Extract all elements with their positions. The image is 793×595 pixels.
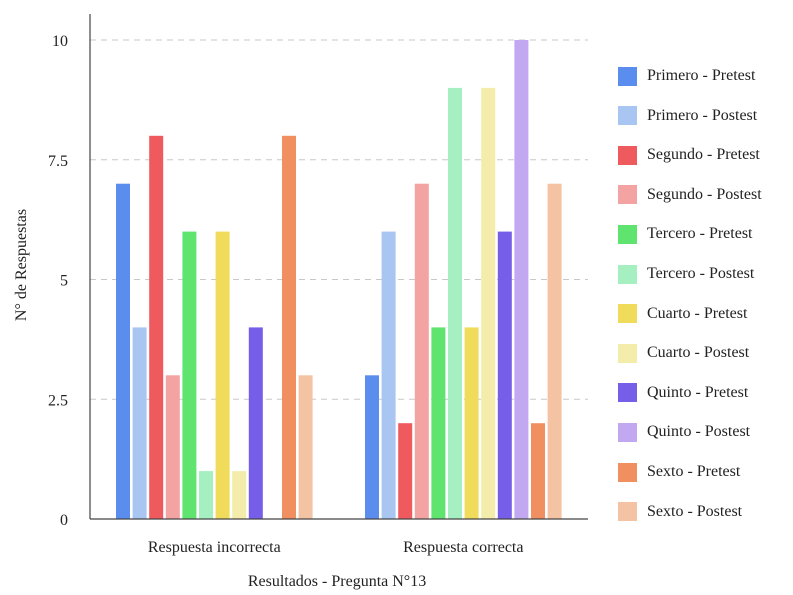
- bars: [116, 40, 562, 520]
- bar: [381, 231, 396, 519]
- bar: [398, 423, 413, 519]
- bar: [431, 327, 446, 519]
- legend-item: Segundo - Pretest: [618, 145, 760, 165]
- legend-item: Primero - Postest: [618, 106, 757, 126]
- legend-label: Sexto - Pretest: [647, 463, 741, 480]
- x-tick-label: Respuesta incorrecta: [148, 539, 281, 556]
- legend-label: Sexto - Postest: [647, 502, 743, 520]
- legend-swatch: [618, 304, 637, 324]
- bar: [215, 231, 230, 519]
- bar: [481, 87, 496, 520]
- bar: [514, 40, 529, 519]
- legend-swatch: [618, 145, 637, 165]
- y-tick-label: 10: [52, 33, 68, 50]
- y-tick-label: 2.5: [48, 392, 68, 409]
- legend-label: Cuarto - Pretest: [647, 304, 748, 322]
- bar: [282, 135, 296, 520]
- bar: [199, 471, 213, 519]
- bar: [547, 183, 562, 519]
- bar: [149, 135, 164, 520]
- bar: [497, 231, 512, 519]
- legend-swatch: [618, 264, 637, 284]
- legend-label: Tercero - Pretest: [647, 225, 753, 243]
- x-tick-label: Respuesta correcta: [403, 539, 523, 556]
- bar: [232, 471, 247, 519]
- legend-swatch: [618, 383, 637, 403]
- bar: [365, 375, 379, 519]
- bar: [414, 183, 429, 519]
- bar: [165, 375, 180, 519]
- legend-label: Segundo - Pretest: [647, 146, 760, 164]
- legend-label: Quinto - Postest: [647, 423, 751, 441]
- bar: [448, 87, 462, 520]
- legend-label: Tercero - Postest: [647, 265, 755, 282]
- legend-item: Cuarto - Postest: [618, 343, 749, 363]
- legend-item: Cuarto - Pretest: [618, 304, 747, 324]
- legend-item: Segundo - Postest: [618, 185, 762, 205]
- axes: 0 2.5 5 7.5 10 Respuesta incorrecta Respuesta …: [48, 14, 588, 556]
- legend-swatch: [618, 224, 637, 244]
- y-axis-label: N° de Respuestas: [13, 209, 30, 321]
- legend-item: Tercero - Postest: [618, 264, 754, 284]
- legend-swatch: [618, 343, 637, 363]
- y-tick-label: 7.5: [48, 153, 68, 170]
- legend-label: Primero - Postest: [647, 106, 758, 124]
- legend-item: Sexto - Postest: [618, 502, 742, 522]
- x-axis-label: Resultados - Pregunta N°13: [248, 573, 426, 590]
- legend-label: Segundo - Postest: [647, 185, 762, 203]
- y-tick-label: 5: [60, 273, 68, 290]
- legend-swatch: [618, 502, 637, 522]
- gridlines: [90, 39, 588, 400]
- legend-label: Primero - Pretest: [647, 67, 756, 84]
- bar: [531, 423, 545, 519]
- legend-label: Quinto - Pretest: [647, 383, 749, 401]
- bar: [116, 183, 130, 519]
- bar: [182, 231, 197, 519]
- legend-item: Sexto - Pretest: [618, 462, 740, 482]
- legend-swatch: [618, 185, 637, 205]
- legend-label: Cuarto - Postest: [647, 344, 750, 362]
- y-tick-label: 0: [60, 512, 68, 529]
- legend-swatch: [618, 66, 637, 86]
- legend-swatch: [618, 462, 637, 482]
- legend-item: Quinto - Pretest: [618, 383, 748, 403]
- legend-swatch: [618, 422, 637, 442]
- legend-item: Quinto - Postest: [618, 422, 750, 442]
- legend-item: Tercero - Pretest: [618, 224, 753, 244]
- legend-item: Primero - Pretest: [618, 66, 755, 86]
- bar: [298, 375, 313, 519]
- legend-swatch: [618, 106, 637, 126]
- bar: [132, 327, 147, 519]
- bar: [464, 327, 479, 519]
- bar: [248, 327, 263, 519]
